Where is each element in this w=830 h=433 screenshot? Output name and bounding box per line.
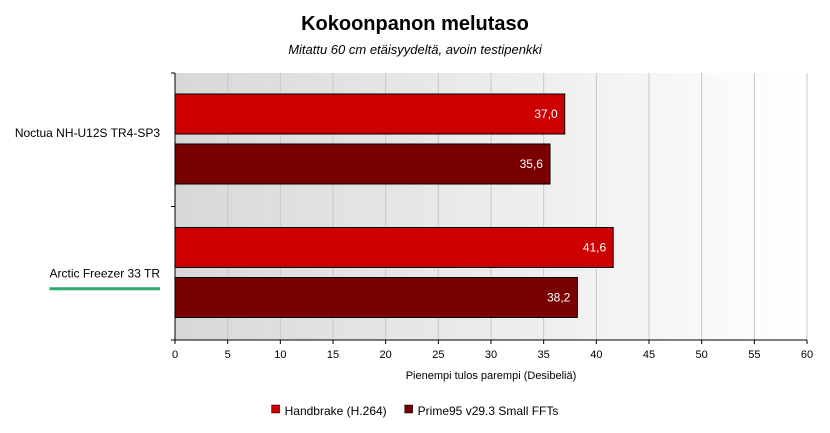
x-tick-label: 60 <box>801 349 813 361</box>
category-label: Noctua NH-U12S TR4-SP3 <box>15 126 160 140</box>
x-tick-label: 30 <box>485 349 497 361</box>
bar <box>174 227 614 268</box>
data-label: 35,6 <box>520 157 544 171</box>
bar <box>174 143 551 185</box>
x-tick-label: 40 <box>590 349 602 361</box>
chart-title: Kokoonpanon melutaso <box>301 13 529 35</box>
x-tick-label: 25 <box>432 349 444 361</box>
data-label: 38,2 <box>547 291 571 305</box>
legend: Handbrake (H.264) Prime95 v29.3 Small FFT… <box>271 404 559 418</box>
x-tick-label: 20 <box>380 349 392 361</box>
x-tick-label: 35 <box>538 349 550 361</box>
x-tick-label: 10 <box>274 349 286 361</box>
highlight-underline <box>49 287 160 291</box>
x-tick-label: 0 <box>172 349 178 361</box>
x-tick-label: 55 <box>748 349 760 361</box>
legend-swatch <box>404 404 413 414</box>
x-tick-label: 15 <box>327 349 339 361</box>
x-tick-label: 5 <box>225 349 231 361</box>
category-labels: Noctua NH-U12S TR4-SP3 Arctic Freezer 33 … <box>15 126 160 291</box>
data-label: 41,6 <box>583 241 607 255</box>
legend-label: Prime95 v29.3 Small FFTs <box>418 404 559 418</box>
x-tick-labels: 0 5 10 15 20 25 30 35 40 45 50 55 60 <box>172 349 813 361</box>
x-tick-label: 50 <box>696 349 708 361</box>
bars: 37,0 35,6 41,6 38,2 <box>174 93 614 318</box>
x-axis-label: Pienempi tulos parempi (Desibeliä) <box>406 370 577 382</box>
axes <box>171 72 808 344</box>
chart-subtitle: Mitattu 60 cm etäisyydeltä, avoin testip… <box>288 42 543 57</box>
category-label: Arctic Freezer 33 TR <box>50 266 161 280</box>
x-tick-label: 45 <box>643 349 655 361</box>
bar <box>174 93 566 135</box>
data-label: 37,0 <box>534 107 558 121</box>
bar <box>174 277 578 318</box>
legend-label: Handbrake (H.264) <box>285 404 387 418</box>
legend-swatch <box>271 404 280 414</box>
